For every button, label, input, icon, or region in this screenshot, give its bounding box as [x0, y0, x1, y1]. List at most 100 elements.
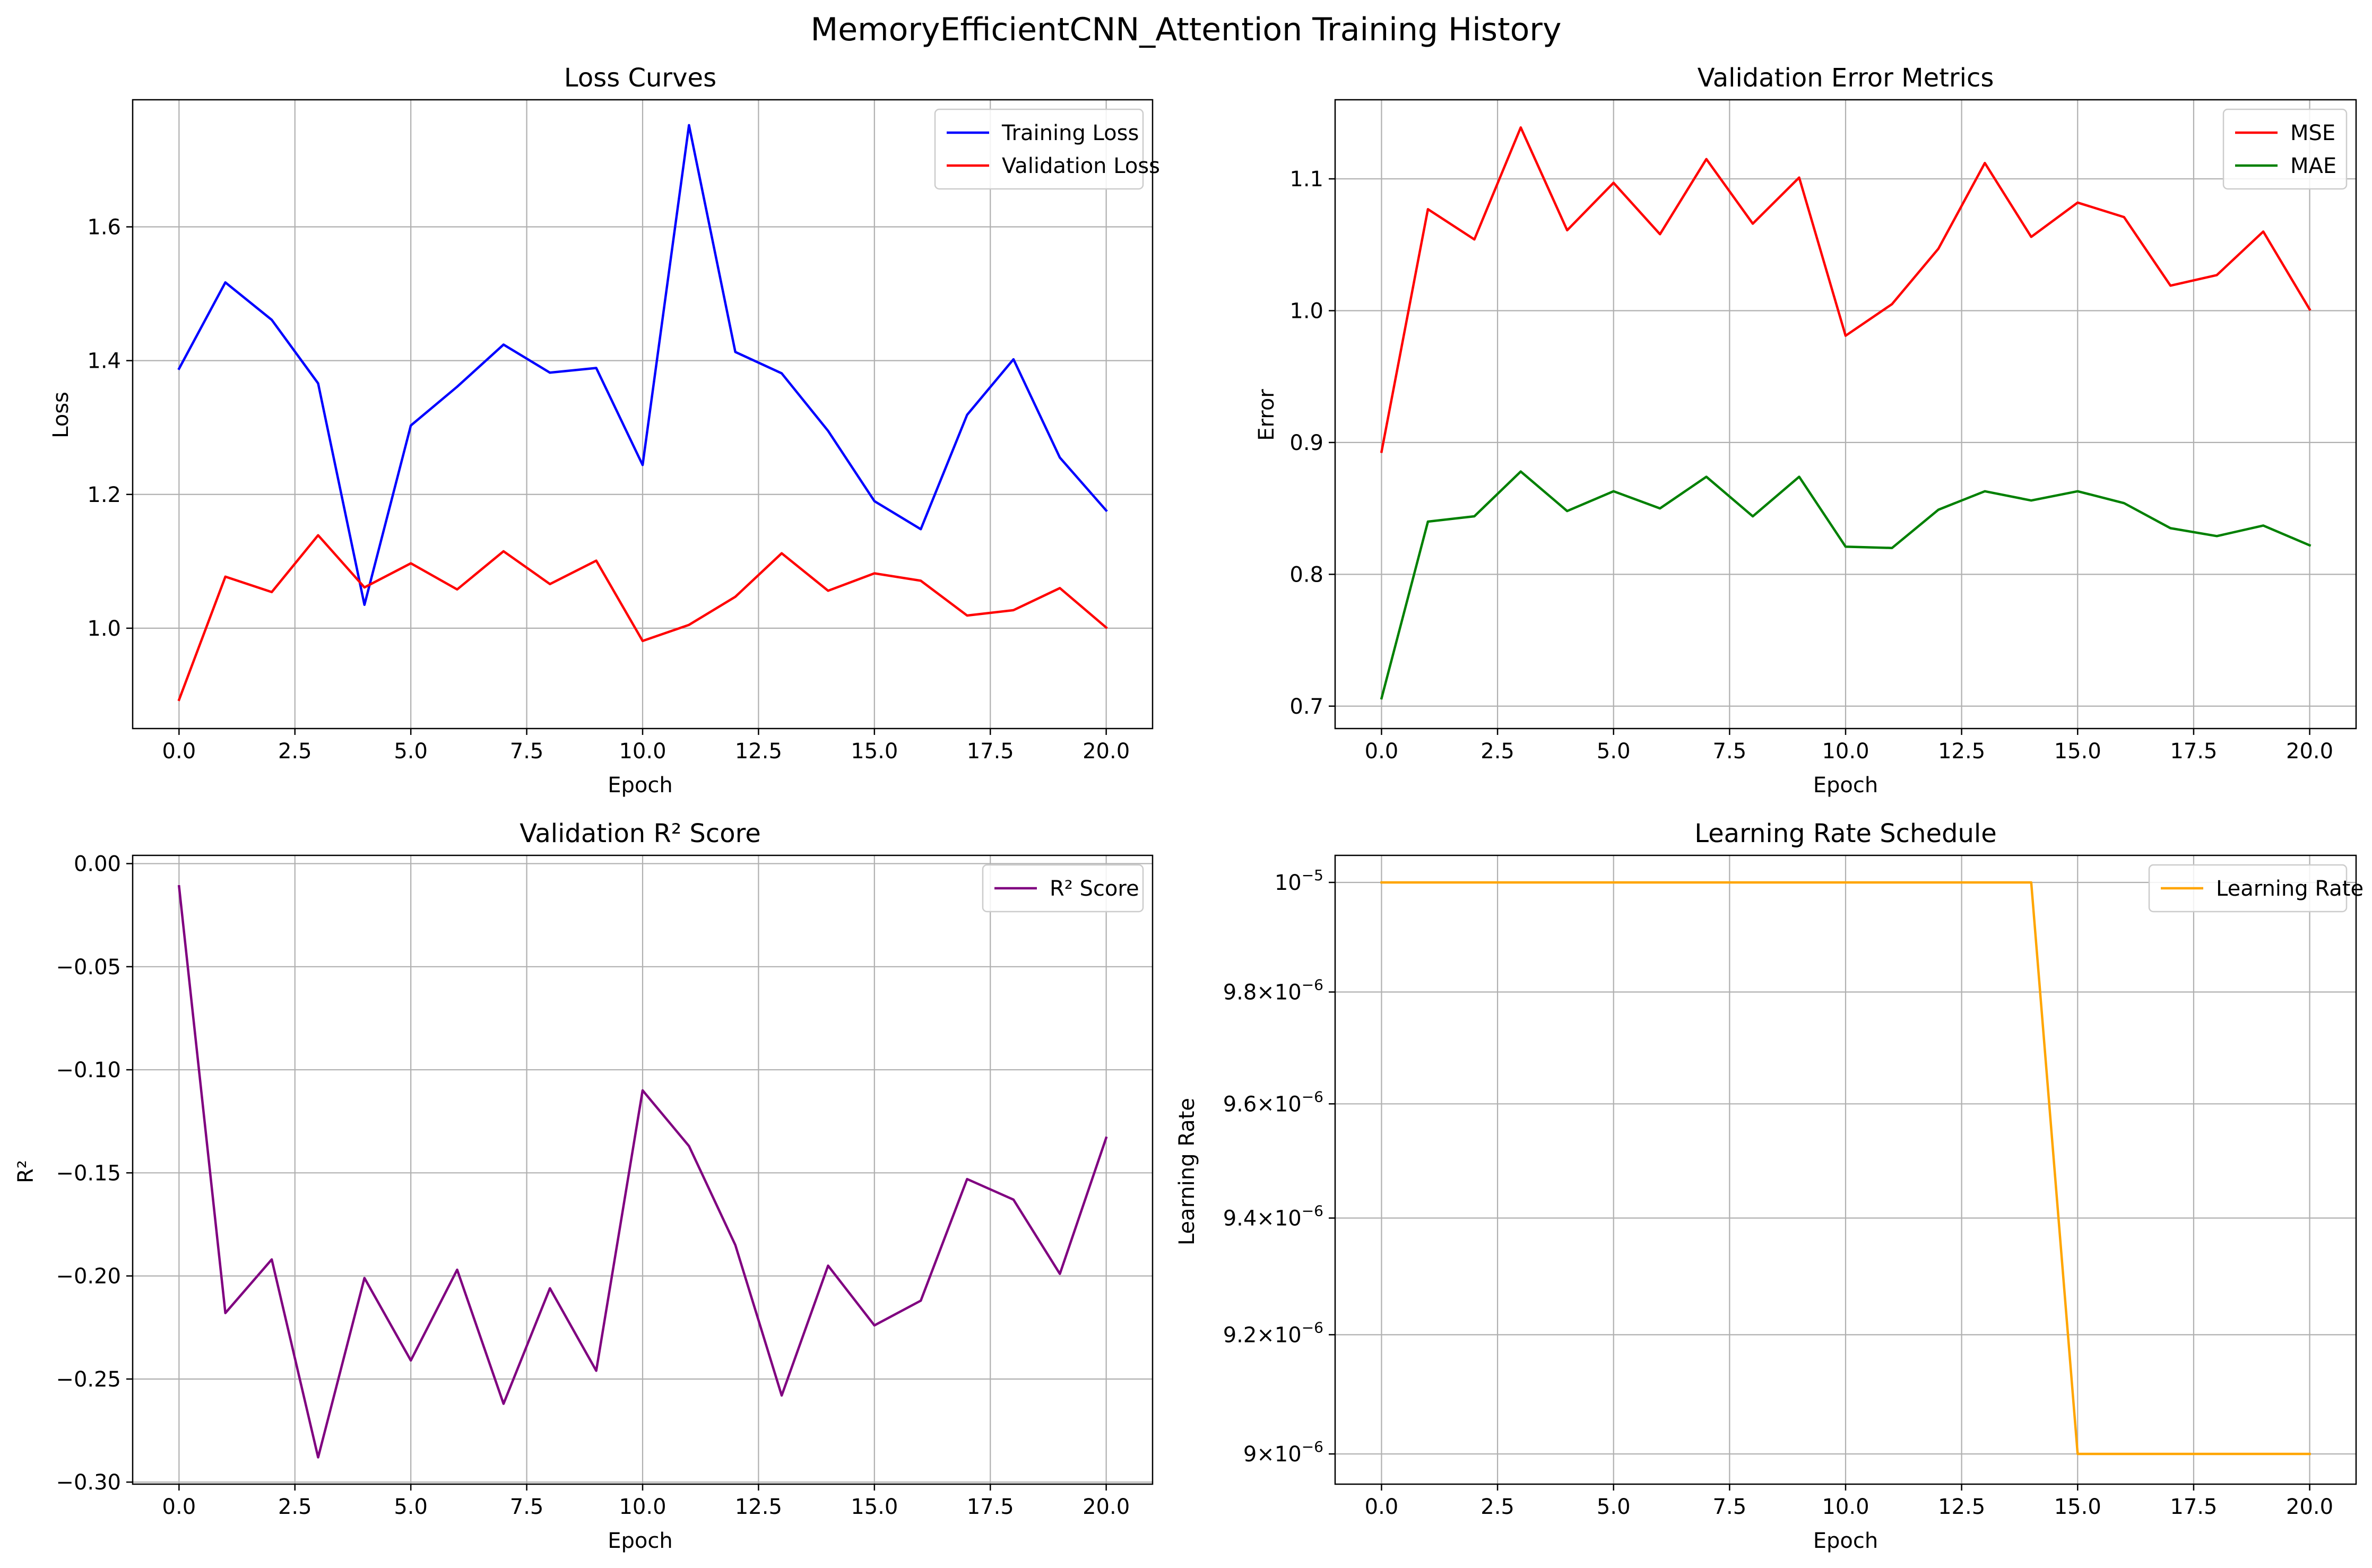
y-tick-label: 1.4: [87, 349, 121, 374]
x-tick-label: 10.0: [1822, 1495, 1869, 1519]
series-line-mse: [1380, 126, 2312, 453]
y-tick-label: 1.6: [87, 215, 121, 240]
error-metrics-plot-area: 0.0 2.5 5.0 7.5 10.0 12.5 15.0 17.5 20.00.70.80.…: [1289, 99, 2357, 764]
y-tick-label: 10−5: [1275, 867, 1323, 895]
x-tick-label: 5.0: [394, 1495, 428, 1519]
learning-rate-y-ticks: 10−5 9.8×10−6 9.6×10−6 9.4×10−6 9.2×10−6 9×10…: [1223, 867, 1335, 1467]
y-tick-label: −0.30: [56, 1470, 121, 1495]
r2-score-ylabel: R²: [14, 1160, 38, 1183]
legend-label: MSE: [2290, 121, 2335, 145]
x-tick-label: 17.5: [967, 739, 1014, 764]
learning-rate-legend: Learning Rate: [2148, 864, 2364, 913]
x-tick-label: 15.0: [2054, 739, 2101, 764]
error-metrics-panel: Validation Error Metrics Epoch Error 0.0…: [1254, 63, 2357, 798]
learning-rate-title: Learning Rate Schedule: [1694, 819, 1997, 848]
y-tick-label: 0.8: [1289, 562, 1323, 587]
x-tick-label: 7.5: [510, 739, 544, 764]
x-tick-label: 17.5: [2170, 1495, 2217, 1519]
error-metrics-y-ticks: 0.7 0.8 0.9 1.0 1.1: [1289, 167, 1335, 719]
series-line-learning-rate: [1380, 881, 2311, 1456]
x-tick-label: 0.0: [162, 739, 196, 764]
x-tick-label: 2.5: [1481, 739, 1514, 764]
legend-box: [982, 864, 1144, 913]
legend-box: [934, 108, 1144, 190]
r2-score-xlabel: Epoch: [608, 1529, 672, 1553]
x-tick-label: 7.5: [1713, 1495, 1747, 1519]
series-line-validation-loss: [177, 534, 1108, 701]
x-tick-label: 15.0: [2054, 1495, 2101, 1519]
loss-curves-title: Loss Curves: [564, 63, 716, 93]
x-tick-label: 0.0: [1365, 1495, 1399, 1519]
y-tick-label: −0.05: [56, 955, 121, 980]
y-tick-label: −0.15: [56, 1161, 121, 1185]
x-tick-label: 12.5: [735, 739, 782, 764]
y-tick-label: −0.20: [56, 1264, 121, 1289]
y-tick-label: 0.7: [1289, 695, 1323, 719]
r2-score-legend: R² Score: [982, 864, 1144, 913]
legend-box: [2148, 864, 2348, 913]
y-tick-label: 9.2×10−6: [1223, 1319, 1323, 1347]
y-tick-label: 1.0: [87, 617, 121, 641]
x-tick-label: 2.5: [1481, 1495, 1514, 1519]
series-line-r-score: [177, 885, 1108, 1459]
r2-score-grid: [133, 855, 1153, 1484]
y-tick-label: 1.2: [87, 483, 121, 507]
x-tick-label: 12.5: [735, 1495, 782, 1519]
x-tick-label: 20.0: [1083, 739, 1130, 764]
x-tick-label: 2.5: [278, 1495, 312, 1519]
x-tick-label: 10.0: [619, 739, 666, 764]
r2-score-title: Validation R² Score: [520, 819, 761, 848]
x-tick-label: 20.0: [2286, 739, 2333, 764]
y-tick-label: −0.10: [56, 1058, 121, 1082]
x-tick-label: 17.5: [2170, 739, 2217, 764]
legend-label: MAE: [2290, 154, 2336, 178]
loss-curves-plot-area: 0.0 2.5 5.0 7.5 10.0 12.5 15.0 17.5 20.01.01.21.…: [87, 99, 1160, 764]
legend-label: R² Score: [1050, 877, 1139, 901]
x-tick-label: 5.0: [1597, 739, 1631, 764]
x-tick-label: 7.5: [510, 1495, 544, 1519]
x-tick-label: 12.5: [1938, 1495, 1985, 1519]
x-tick-label: 20.0: [1083, 1495, 1130, 1519]
x-tick-label: 5.0: [394, 739, 428, 764]
y-tick-label: 0.00: [74, 852, 121, 877]
error-metrics-title: Validation Error Metrics: [1698, 63, 1994, 93]
error-metrics-legend: MSE MAE: [2222, 108, 2348, 190]
x-tick-label: 7.5: [1713, 739, 1747, 764]
y-tick-label: 9.8×10−6: [1223, 976, 1323, 1005]
error-metrics-ylabel: Error: [1254, 389, 1279, 441]
x-tick-label: 10.0: [1822, 739, 1869, 764]
legend-label: Learning Rate: [2216, 877, 2364, 901]
x-tick-label: 10.0: [619, 1495, 666, 1519]
x-tick-label: 20.0: [2286, 1495, 2333, 1519]
series-line-mae: [1380, 470, 2312, 700]
x-tick-label: 0.0: [1365, 739, 1399, 764]
legend-label: Training Loss: [1001, 121, 1139, 145]
y-tick-label: 9.4×10−6: [1223, 1202, 1323, 1231]
r2-score-x-ticks: 0.0 2.5 5.0 7.5 10.0 12.5 15.0 17.5 20.0: [162, 1484, 1130, 1519]
error-metrics-x-ticks: 0.0 2.5 5.0 7.5 10.0 12.5 15.0 17.5 20.0: [1365, 729, 2333, 764]
legend-box: [2222, 108, 2348, 190]
loss-curves-y-ticks: 1.0 1.2 1.4 1.6: [87, 215, 133, 641]
y-tick-label: −0.25: [56, 1367, 121, 1392]
y-tick-label: 0.9: [1289, 431, 1323, 455]
x-tick-label: 5.0: [1597, 1495, 1631, 1519]
learning-rate-plot-area: 0.0 2.5 5.0 7.5 10.0 12.5 15.0 17.5 20.0 10−5 9.8×…: [1223, 854, 2364, 1519]
loss-curves-legend: Training Loss Validation Loss: [934, 108, 1160, 190]
y-tick-label: 1.1: [1289, 167, 1323, 192]
r2-score-panel: Validation R² Score Epoch R² 0.0 2.5 5.0 7.…: [14, 819, 1154, 1553]
loss-curves-ylabel: Loss: [49, 392, 73, 438]
learning-rate-grid: [1335, 855, 2356, 1484]
x-tick-label: 15.0: [851, 1495, 898, 1519]
learning-rate-panel: Learning Rate Schedule Epoch Learning Ra…: [1175, 819, 2364, 1553]
y-tick-label: 1.0: [1289, 299, 1323, 323]
loss-curves-xlabel: Epoch: [608, 773, 672, 798]
figure-title: MemoryEfficientCNN_Attention Training Hi…: [811, 11, 1562, 48]
x-tick-label: 12.5: [1938, 739, 1985, 764]
x-tick-label: 0.0: [162, 1495, 196, 1519]
x-tick-label: 15.0: [851, 739, 898, 764]
y-tick-label: 9×10−6: [1243, 1438, 1323, 1467]
loss-curves-x-ticks: 0.0 2.5 5.0 7.5 10.0 12.5 15.0 17.5 20.0: [162, 729, 1130, 764]
legend-label: Validation Loss: [1002, 154, 1160, 178]
r2-score-plot-area: 0.0 2.5 5.0 7.5 10.0 12.5 15.0 17.5 20.0 0.00 −0.0…: [56, 852, 1154, 1519]
